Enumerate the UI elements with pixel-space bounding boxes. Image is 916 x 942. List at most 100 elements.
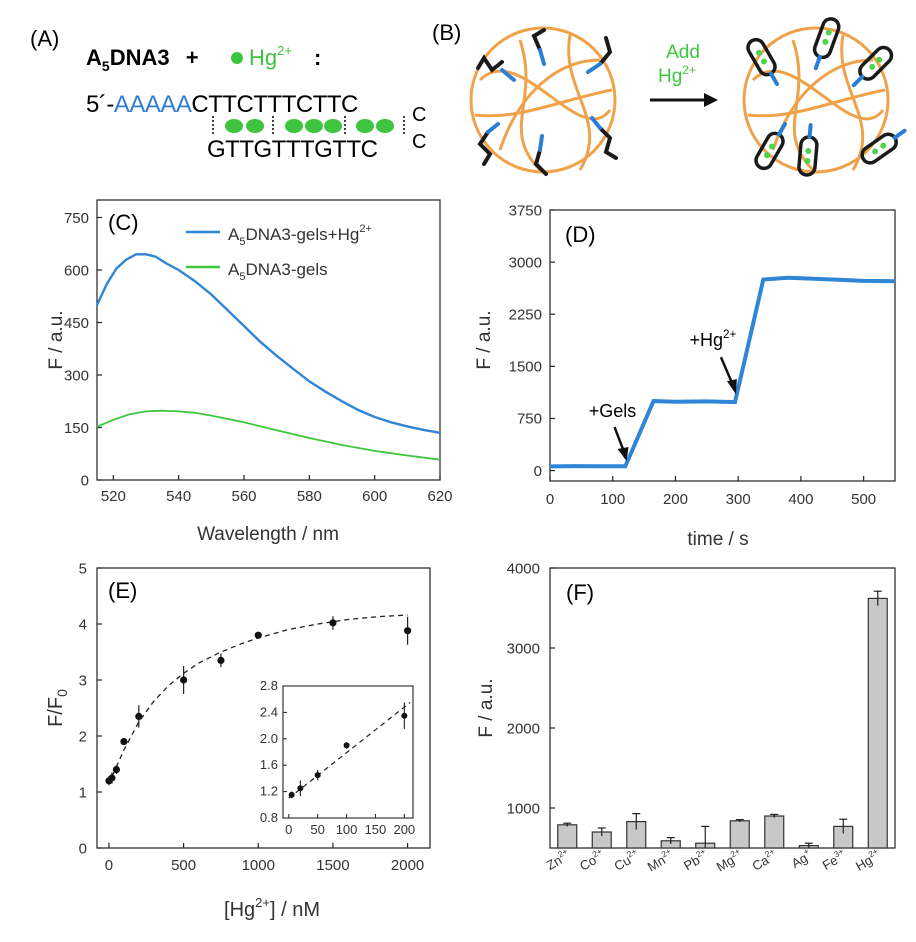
chart-c-xtick-label: 580 [297, 488, 322, 505]
plot-frame [96, 567, 431, 849]
chart-f-ytick-label: 4000 [507, 560, 540, 577]
chart-d-annotation-arrowhead [726, 379, 737, 395]
chart-e-inset-ytick-label: 2.8 [260, 678, 278, 693]
chart-e-ylabel: F/F0 [45, 689, 70, 727]
chart-e-point [254, 631, 262, 639]
chart-e-inset-xtick-label: 150 [365, 822, 387, 837]
chart-f-ytick-label: 1000 [507, 800, 540, 817]
chart-d-xtick-label: 300 [726, 491, 751, 508]
chart-f-category-label: Pb2+ [680, 846, 711, 873]
chart-d-ytick-label: 1500 [509, 359, 542, 376]
chart-d: 0 100 200 300 400 500 0 750 1500 2250 3000 3750 (D) t… [474, 202, 896, 550]
chart-e-inset-xtick-label: 50 [310, 822, 324, 837]
chart-c-ytick-label: 0 [81, 472, 89, 489]
chart-f-bar [867, 597, 888, 849]
chart-f-bar [729, 820, 750, 849]
plot-frame [549, 567, 896, 849]
chart-e-ytick-label: 1 [79, 784, 87, 801]
mercury-dot-icon [231, 52, 243, 64]
chart-e-point [120, 738, 128, 746]
chart-e-inset-ytick-label: 0.8 [260, 810, 278, 825]
chart-f-label: (F) [566, 580, 594, 605]
chart-f-bar [764, 815, 785, 849]
chart-c-xtick-label: 600 [362, 488, 387, 505]
chart-c-label: (C) [108, 210, 139, 235]
chart-d-annotation: +Hg2+ [689, 328, 736, 350]
chart-e-fit-line [108, 614, 408, 784]
chart-c-xtick-label: 520 [101, 488, 126, 505]
chart-e-ytick-label: 5 [79, 560, 87, 577]
chart-d-annotation-arrowhead [617, 447, 629, 462]
chart-e-xtick-label: 2000 [391, 857, 424, 874]
chart-d-ytick-label: 3750 [509, 202, 542, 219]
chart-d-xtick-label: 400 [788, 491, 813, 508]
chart-c-series-line [96, 409, 441, 461]
chart-e-inset-ytick-label: 2.4 [260, 704, 278, 719]
add-ion-label: Hg2+ [658, 63, 696, 87]
chart-f-category-label: Cu2+ [611, 846, 642, 874]
chart-e-xtick-label: 0 [105, 857, 113, 874]
panel-b: (B) [432, 17, 907, 177]
chart-e-point [217, 656, 225, 665]
chart-f-ylabel: F / a.u. [476, 678, 497, 737]
panel-a-label: (A) [30, 26, 59, 51]
chart-f-category-label: Co2+ [576, 846, 607, 874]
chart-c-series-line [95, 253, 441, 434]
sequence-top: 5´-AAAAACTTCTTTCTTC [86, 91, 358, 118]
chart-e-xtick-label: 1500 [316, 857, 349, 874]
chart-d-ytick-label: 0 [534, 463, 542, 480]
chart-c-ytick-label: 150 [64, 420, 89, 437]
chart-c-xtick-label: 560 [231, 488, 256, 505]
chart-d-xtick-label: 100 [600, 491, 625, 508]
chart-e-inset-ytick-label: 1.2 [260, 784, 278, 799]
chart-d-xtick-label: 0 [546, 491, 554, 508]
chart-e-inset-point [288, 791, 295, 798]
panel-b-label: (B) [432, 20, 461, 45]
chart-e-inset-point [401, 712, 408, 719]
chart-e-inset-fit-line [288, 702, 411, 799]
chart-d-xtick-label: 200 [663, 491, 688, 508]
panel-a-title: A5DNA3 + [86, 45, 199, 74]
chart-d-ytick-label: 2250 [509, 306, 542, 323]
chart-e-xtick-label: 1000 [242, 857, 275, 874]
add-label: Add [666, 42, 700, 63]
gel-after-icon [742, 17, 907, 177]
chart-c-xlabel: Wavelength / nm [197, 524, 339, 545]
chart-c-ytick-label: 750 [64, 210, 89, 227]
chart-e-inset-xtick-label: 0 [285, 822, 292, 837]
chart-e-point [135, 712, 143, 721]
panel-a-ion: Hg2+ [249, 43, 292, 70]
chart-d-ytick-label: 750 [517, 411, 542, 428]
chart-e-ytick-label: 2 [79, 728, 87, 745]
chart-e-point [180, 676, 188, 684]
panel-a: (A) A5DNA3 + Hg2+ : 5´-AAAAACTTCTTTCTTC … [30, 26, 426, 163]
chart-e-inset-point [343, 742, 350, 749]
chart-d-label: (D) [565, 222, 596, 247]
base-pair-dots [212, 116, 405, 136]
chart-f-category-label: Mg2+ [713, 846, 745, 874]
chart-d-ylabel: F / a.u. [474, 310, 495, 369]
chart-f: 1000 2000 3000 4000 Zn2+ Co2+ Cu2+ Mn2+ Pb2+ Mg2+… [476, 560, 896, 874]
chart-e-xlabel: [Hg2+] / nM [224, 895, 320, 921]
chart-e-ytick-label: 4 [79, 616, 87, 633]
chart-e-inset-xtick-label: 100 [336, 822, 358, 837]
chart-e-inset-point [297, 785, 304, 792]
chart-f-category-label: Fe3+ [819, 846, 849, 873]
chart-e-inset-point [314, 772, 321, 779]
chart-f-bar [557, 824, 578, 849]
chart-e-point [329, 619, 337, 627]
panel-a-colon: : [314, 45, 321, 70]
chart-e-label: (E) [108, 578, 137, 603]
chart-c-legend-entry: A5DNA3-gels+Hg2+ [228, 223, 372, 248]
chart-c-ytick-label: 600 [64, 262, 89, 279]
chart-e-xtick-label: 500 [171, 857, 196, 874]
chart-d-xlabel: time / s [687, 529, 748, 550]
chart-c-legend-entry: A5DNA3-gels [228, 260, 328, 283]
chart-e-inset-ytick-label: 2.0 [260, 731, 278, 746]
chart-e-ytick-label: 3 [79, 672, 87, 689]
chart-c-xtick-label: 620 [427, 488, 452, 505]
gel-before-icon [469, 26, 618, 176]
chart-f-category-label: Ca2+ [749, 846, 780, 874]
chart-f-category-label: Hg2+ [852, 846, 883, 874]
